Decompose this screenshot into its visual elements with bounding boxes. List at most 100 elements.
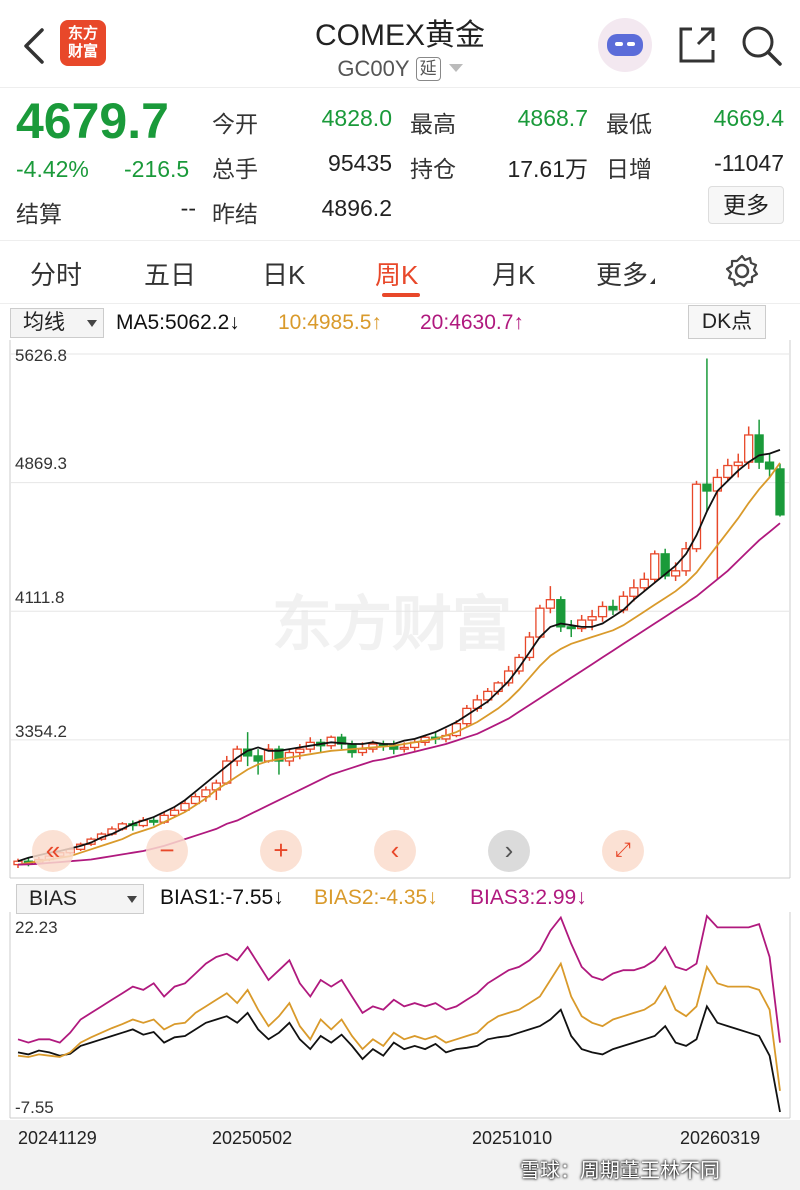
tab-more[interactable]: 更多 xyxy=(596,255,656,292)
volume-label: 总手 xyxy=(212,156,258,182)
candle-body xyxy=(587,616,597,621)
candle-body xyxy=(180,802,190,811)
candle-body xyxy=(670,570,681,577)
page-title: COMEX黄金 xyxy=(314,19,485,52)
ma-indicator-label: 均线 xyxy=(23,311,65,334)
robot-avatar-icon[interactable] xyxy=(598,18,652,72)
scroll-right-button[interactable]: › xyxy=(488,830,530,872)
back-arrow-icon[interactable] xyxy=(22,28,48,64)
y-tick-2: 4869.3 xyxy=(15,454,67,473)
candle-body xyxy=(608,605,618,611)
y-tick-4: 3354.2 xyxy=(15,722,67,741)
change-percent: -4.42% xyxy=(16,156,89,182)
y-tick-3: 4111.8 xyxy=(15,588,65,607)
settings-gear-icon[interactable] xyxy=(724,253,760,289)
tab-daily-k[interactable]: 日K xyxy=(262,260,306,290)
bias-chart[interactable] xyxy=(0,912,800,1120)
delay-tag: 延 xyxy=(415,57,441,81)
search-icon[interactable] xyxy=(740,24,784,68)
period-tabs: 分时 五日 日K 周K 月K 更多 xyxy=(0,240,800,304)
daily-increase-label: 日增 xyxy=(606,156,652,182)
x-tick-4: 20260319 xyxy=(680,1128,761,1148)
settle-label: 结算 xyxy=(16,201,62,227)
tab-weekly-k[interactable]: 周K xyxy=(375,260,419,290)
tab-intraday[interactable]: 分时 xyxy=(30,260,83,290)
y-tick-1: 5626.8 xyxy=(15,346,67,365)
candle-body xyxy=(274,748,284,762)
candle-body xyxy=(253,755,263,762)
low-value: 4669.4 xyxy=(713,105,784,131)
high-value: 4868.7 xyxy=(517,105,588,131)
candle-body xyxy=(169,809,180,817)
high-label: 最高 xyxy=(410,111,456,137)
ma-line-20 xyxy=(17,522,781,866)
candle-body xyxy=(733,461,743,467)
ma-line-10 xyxy=(17,462,781,866)
candle-body xyxy=(566,626,576,630)
bias-y-tick-top: 22.23 xyxy=(15,918,58,937)
logo-line-1: 东方 xyxy=(67,25,98,42)
more-button[interactable]: 更多 xyxy=(708,186,784,224)
source-credit: 雪球：周期董王林不同 xyxy=(520,1160,720,1182)
change-value: -216.5 xyxy=(124,156,190,182)
candle-body xyxy=(639,578,649,589)
candle-body xyxy=(744,434,754,463)
candle-body xyxy=(681,548,691,572)
ma-indicator-select[interactable]: 均线 xyxy=(10,308,104,338)
open-interest-label: 持仓 xyxy=(410,156,456,182)
ma20-value: 20:4630.7↑ xyxy=(420,311,524,334)
bias-line-bias2 xyxy=(17,961,781,1092)
candle-body xyxy=(764,461,775,470)
zoom-out-button[interactable]: − xyxy=(146,830,188,872)
settle-value: -- xyxy=(180,195,196,221)
candle-body xyxy=(149,819,159,823)
candle-body xyxy=(535,607,545,638)
bias-line-bias3 xyxy=(17,914,781,1044)
candle-body xyxy=(754,434,764,463)
weekly-k-chart[interactable] xyxy=(0,340,800,880)
chevron-down-icon xyxy=(448,64,463,72)
prev-settle-value: 4896.2 xyxy=(321,195,392,221)
bias2-value: BIAS2:-4.35↓ xyxy=(314,886,438,909)
candle-body xyxy=(201,789,211,798)
scroll-to-start-button[interactable]: « xyxy=(32,830,74,872)
candle-body xyxy=(629,587,639,597)
last-price: 4679.7 xyxy=(16,93,169,149)
candle-body xyxy=(493,682,503,693)
candle-body xyxy=(597,605,608,618)
symbol-code: GC00Y xyxy=(337,56,410,81)
fullscreen-icon[interactable]: ⤢ xyxy=(602,830,644,872)
tab-monthly-k[interactable]: 月K xyxy=(492,260,536,290)
bias1-value: BIAS1:-7.55↓ xyxy=(160,886,284,909)
candle-body xyxy=(702,483,712,492)
candle-body xyxy=(691,483,702,550)
ma-line-ma5 xyxy=(17,449,781,863)
active-tab-indicator xyxy=(382,293,420,297)
candle-body xyxy=(577,619,587,630)
chevron-down-icon xyxy=(87,320,97,327)
candle-body xyxy=(295,748,305,754)
candle-body xyxy=(514,656,524,672)
x-tick-2: 20250502 xyxy=(212,1128,293,1148)
x-tick-3: 20251010 xyxy=(472,1128,553,1148)
bias-indicator-select[interactable]: BIAS xyxy=(16,884,144,914)
chevron-down-icon xyxy=(127,896,137,903)
scroll-left-button[interactable]: ‹ xyxy=(374,830,416,872)
top-bar: 东方 财富 COMEX黄金 GC00Y 延 xyxy=(0,0,800,88)
dk-point-button[interactable]: DK点 xyxy=(688,305,766,339)
volume-value: 95435 xyxy=(328,150,392,176)
dropdown-corner-icon xyxy=(650,278,656,284)
ma5-value: MA5:5062.2↓ xyxy=(116,311,240,334)
candle-body xyxy=(357,748,368,754)
tab-five-day[interactable]: 五日 xyxy=(144,260,197,290)
candle-body xyxy=(660,553,670,577)
zoom-in-button[interactable]: + xyxy=(260,830,302,872)
watermark: 东方财富 xyxy=(272,591,512,658)
symbol-selector[interactable]: GC00Y 延 xyxy=(0,56,800,82)
tab-more-label: 更多 xyxy=(596,260,649,290)
open-value: 4828.0 xyxy=(321,105,392,131)
bias-y-tick-bottom: -7.55 xyxy=(15,1098,54,1117)
candle-body xyxy=(13,860,23,866)
open-label: 今开 xyxy=(212,111,258,137)
share-icon[interactable] xyxy=(676,24,718,66)
